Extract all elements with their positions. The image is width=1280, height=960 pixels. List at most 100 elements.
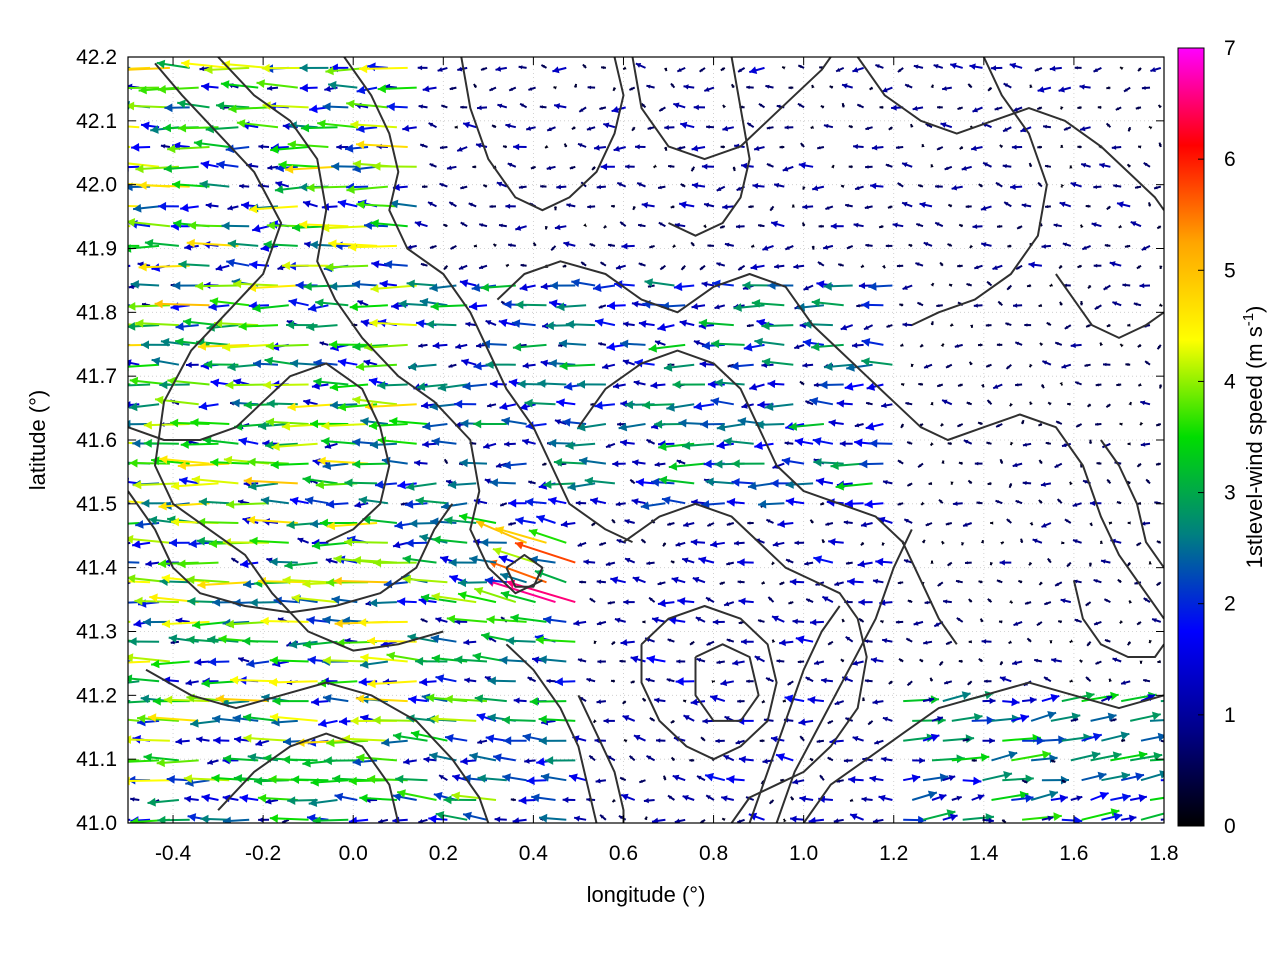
wind-vector-head bbox=[646, 561, 651, 566]
wind-vector-head bbox=[946, 364, 950, 368]
wind-vector-head bbox=[415, 496, 424, 506]
wind-vector-head bbox=[1047, 558, 1051, 562]
wind-vector bbox=[186, 241, 239, 247]
wind-vector-head bbox=[317, 119, 326, 129]
wind-vector-head bbox=[501, 301, 505, 305]
wind-vector-head bbox=[772, 541, 779, 547]
wind-vector-head bbox=[310, 419, 318, 429]
wind-vector-head bbox=[1059, 265, 1063, 269]
wind-vector-head bbox=[808, 816, 816, 823]
wind-vector-head bbox=[360, 417, 369, 426]
wind-vector-head bbox=[1087, 642, 1091, 646]
wind-vector-head bbox=[782, 66, 786, 70]
wind-vector-head bbox=[671, 576, 679, 584]
wind-vector-head bbox=[881, 402, 887, 409]
wind-vector-head bbox=[596, 621, 602, 626]
wind-vector-head bbox=[819, 380, 828, 390]
wind-vector-head bbox=[892, 222, 898, 228]
wind-vector-head bbox=[369, 318, 378, 328]
wind-vector-head bbox=[935, 222, 940, 227]
wind-vector-head bbox=[426, 693, 435, 703]
wind-vector-head bbox=[128, 359, 132, 367]
wind-vector-head bbox=[324, 442, 332, 449]
wind-vector-head bbox=[292, 223, 301, 232]
wind-vector-head bbox=[714, 378, 723, 388]
wind-vector-head bbox=[227, 205, 233, 211]
wind-vector-head bbox=[820, 502, 824, 506]
wind-vector-head bbox=[988, 817, 994, 823]
x-tick-label: -0.2 bbox=[245, 842, 281, 865]
wind-vector-head bbox=[820, 105, 825, 109]
wind-vector-head bbox=[963, 522, 968, 527]
wind-vector-head bbox=[1148, 561, 1152, 565]
wind-vector-head bbox=[590, 497, 599, 506]
wind-vector-head bbox=[800, 143, 804, 147]
wind-vector-head bbox=[405, 538, 414, 548]
wind-vector-head bbox=[418, 343, 423, 348]
wind-vector-head bbox=[938, 793, 947, 801]
wind-vector-head bbox=[145, 560, 152, 567]
wind-vector-head bbox=[680, 121, 688, 129]
wind-vector-head bbox=[397, 597, 406, 606]
wind-vector-head bbox=[303, 282, 312, 291]
wind-vector-head bbox=[215, 694, 224, 704]
wind-vector-head bbox=[799, 795, 807, 803]
wind-vector-head bbox=[402, 554, 412, 564]
wind-vector-head bbox=[431, 654, 441, 664]
wind-vector-head bbox=[583, 223, 587, 227]
wind-vector-head bbox=[313, 377, 322, 387]
wind-vector bbox=[154, 302, 210, 307]
wind-vector-head bbox=[822, 596, 829, 602]
wind-vector-head bbox=[329, 400, 339, 410]
wind-vector-head bbox=[269, 557, 278, 567]
wind-vector-head bbox=[130, 797, 135, 802]
wind-vector-head bbox=[748, 812, 758, 821]
wind-vector-head bbox=[1121, 738, 1126, 743]
wind-vector-head bbox=[610, 576, 619, 585]
wind-vector-head bbox=[1057, 499, 1061, 503]
wind-vector-head bbox=[240, 559, 249, 569]
wind-vector-head bbox=[1049, 640, 1053, 644]
wind-vector-head bbox=[1134, 581, 1138, 585]
wind-vector-head bbox=[494, 816, 501, 823]
wind-vector bbox=[128, 680, 140, 684]
wind-vector-head bbox=[573, 619, 580, 627]
wind-vector-head bbox=[1118, 224, 1123, 228]
wind-vector-head bbox=[500, 502, 504, 507]
wind-vector-head bbox=[329, 281, 338, 291]
wind-vector-head bbox=[429, 283, 438, 292]
wind-vector-head bbox=[683, 715, 690, 721]
wind-vector-head bbox=[339, 717, 348, 726]
wind-vector-head bbox=[473, 419, 482, 429]
wind-vector-head bbox=[917, 302, 921, 306]
wind-vector-head bbox=[613, 145, 620, 152]
wind-vector-head bbox=[937, 146, 941, 150]
wind-vector-head bbox=[670, 205, 675, 209]
wind-vector-head bbox=[562, 796, 569, 803]
wind-vector-head bbox=[682, 795, 689, 801]
wind-vector-head bbox=[192, 620, 201, 630]
wind-vector-head bbox=[360, 653, 369, 663]
wind-vector-head bbox=[996, 424, 1000, 428]
wind-vector-head bbox=[1107, 712, 1117, 722]
wind-vector bbox=[128, 580, 151, 584]
wind-vector-head bbox=[671, 757, 675, 761]
wind-vector-head bbox=[823, 281, 832, 291]
wind-vector-head bbox=[1081, 162, 1087, 168]
wind-vector-head bbox=[644, 816, 648, 820]
wind-vector-head bbox=[622, 715, 630, 722]
wind-vector-head bbox=[538, 481, 548, 490]
wind-vector-head bbox=[842, 83, 848, 89]
wind-vector-head bbox=[1028, 261, 1035, 269]
wind-vector-head bbox=[397, 480, 406, 490]
wind-vector-head bbox=[1003, 771, 1012, 780]
wind-vector-head bbox=[458, 591, 467, 600]
wind-vector-head bbox=[255, 739, 263, 747]
wind-vector bbox=[257, 580, 309, 584]
wind-vector-head bbox=[512, 342, 522, 352]
wind-vector-head bbox=[834, 581, 840, 587]
wind-vector-head bbox=[800, 736, 804, 740]
wind-vector-head bbox=[508, 522, 513, 526]
wind-vector-head bbox=[302, 579, 311, 589]
wind-vector-head bbox=[208, 657, 217, 667]
